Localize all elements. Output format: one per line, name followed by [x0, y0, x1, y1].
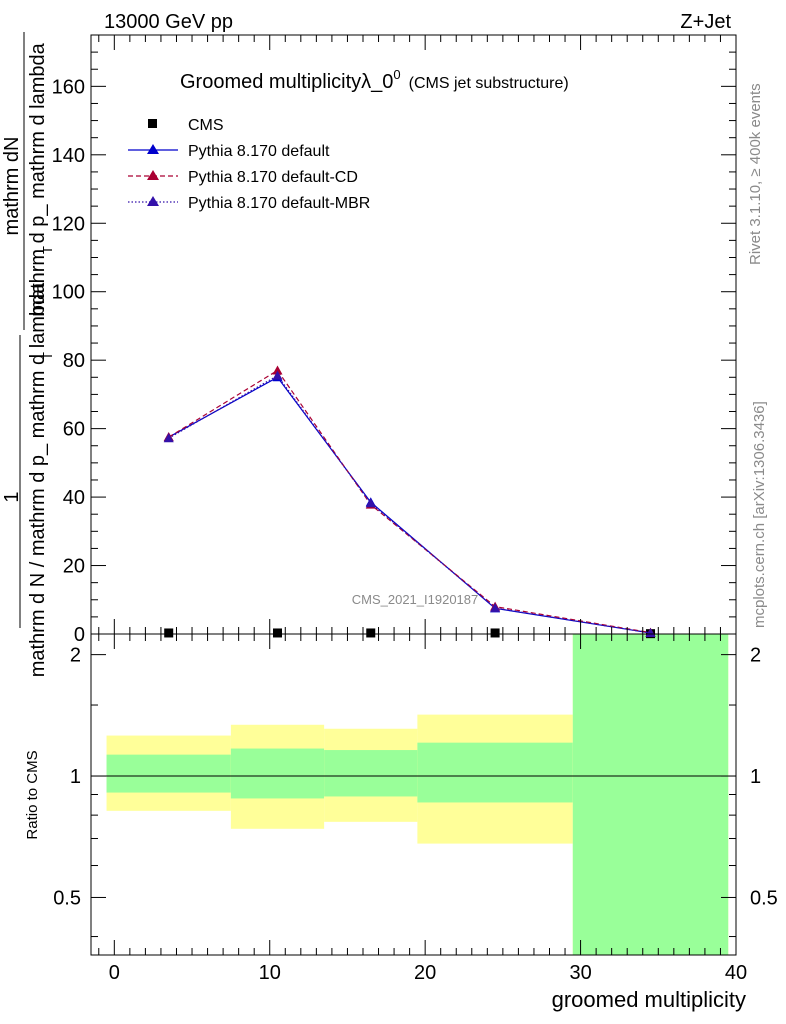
- ratio-ytick-label-left-1: 1: [70, 766, 81, 788]
- ylabel-denominator-inner-sub: T: [40, 246, 55, 254]
- cms-point-1: [273, 628, 283, 638]
- ylabel-outer-denominator: mathrm d N / mathrm d p_ mathrm d lambda: [27, 282, 49, 677]
- main-ytick-label-3: 60: [63, 419, 85, 441]
- legend-label-cms: CMS: [188, 117, 224, 134]
- ratio-bands: [106, 634, 729, 955]
- title-main: Groomed multiplicityλ_0: [180, 71, 393, 93]
- ylabel-numerator-dn: mathrm dN: [1, 137, 23, 236]
- ratio-ytick-label-right-1: 1: [750, 766, 761, 788]
- axes: 0 20 40 60 80 100 120 140 160 0 10 20 30 40 0.5 0.5 1 1 2 2: [52, 34, 778, 984]
- ylabel-numerator-1: 1: [1, 491, 23, 502]
- ratio-ytick-label-right-0: 0.5: [750, 887, 778, 909]
- series-3-point-2: [365, 498, 376, 508]
- cms-point-3: [490, 628, 500, 638]
- plot-title: Groomed multiplicityλ_00 (CMS jet substru…: [180, 67, 569, 93]
- analysis-watermark: CMS_2021_I1920187: [352, 592, 479, 607]
- ratio-band-stat-2: [324, 750, 418, 797]
- mcplots-label: mcplots.cern.ch [arXiv:1306.3436]: [751, 401, 768, 628]
- series-3-point-1: [272, 370, 283, 380]
- xtick-label-0: 0: [109, 962, 120, 984]
- xtick-label-3: 30: [569, 962, 591, 984]
- ratio-band-stat-4: [572, 634, 729, 955]
- legend-marker-mbr: [147, 196, 159, 206]
- ratio-band-stat-0: [106, 754, 231, 793]
- svg-text:Groomed multiplicityλ_00(CMS j: Groomed multiplicityλ_00 (CMS jet substru…: [180, 67, 569, 93]
- main-ytick-label-2: 40: [63, 487, 85, 509]
- legend-marker-default: [147, 144, 159, 154]
- main-ytick-label-8: 160: [52, 76, 85, 98]
- legend: CMS Pythia 8.170 default Pythia 8.170 de…: [128, 117, 370, 212]
- ratio-ytick-label-right-2: 2: [750, 645, 761, 667]
- title-suffix: (CMS jet substructure): [409, 75, 569, 92]
- series-3-point-4: [645, 627, 656, 637]
- cms-point-2: [366, 628, 376, 638]
- main-ytick-label-1: 20: [63, 556, 85, 578]
- main-ylabel: 1 mathrm dN mathrm d p_ mathrm d lambda …: [1, 32, 55, 677]
- process-label: Z+Jet: [680, 11, 731, 33]
- title-superscript: 0: [393, 67, 400, 82]
- series-3-point-3: [490, 602, 501, 612]
- ratio-ytick-label-left-2: 2: [70, 645, 81, 667]
- series-2-point-1: [272, 365, 283, 375]
- series-3-point-0: [163, 433, 174, 443]
- rivet-label: Rivet 3.1.10, ≥ 400k events: [747, 83, 764, 265]
- legend-marker-cd: [147, 170, 159, 180]
- legend-label-default: Pythia 8.170 default: [188, 143, 330, 160]
- cms-point-0: [164, 628, 174, 638]
- ratio-band-stat-1: [230, 748, 325, 799]
- legend-marker-cms: [148, 119, 157, 128]
- main-series: [163, 365, 656, 639]
- main-ytick-label-7: 140: [52, 145, 85, 167]
- legend-label-cd: Pythia 8.170 default-CD: [188, 169, 358, 186]
- legend-label-mbr: Pythia 8.170 default-MBR: [188, 195, 370, 212]
- ratio-ytick-label-left-0: 0.5: [53, 887, 81, 909]
- main-ytick-label-0: 0: [74, 624, 85, 646]
- xtick-label-2: 20: [414, 962, 436, 984]
- ylabel-outer-sub: T: [40, 352, 55, 360]
- xtick-label-1: 10: [259, 962, 281, 984]
- ratio-band-stat-3: [417, 742, 573, 803]
- ratio-ylabel: Ratio to CMS: [24, 750, 41, 839]
- ylabel-denominator-inner: mathrm d p_ mathrm d lambda: [27, 42, 49, 316]
- main-ytick-label-5: 100: [52, 282, 85, 304]
- main-ytick-label-6: 120: [52, 213, 85, 235]
- energy-label: 13000 GeV pp: [104, 11, 233, 33]
- x-axis-label: groomed multiplicity: [552, 987, 746, 1012]
- main-ytick-label-4: 80: [63, 350, 85, 372]
- xtick-label-4: 40: [725, 962, 747, 984]
